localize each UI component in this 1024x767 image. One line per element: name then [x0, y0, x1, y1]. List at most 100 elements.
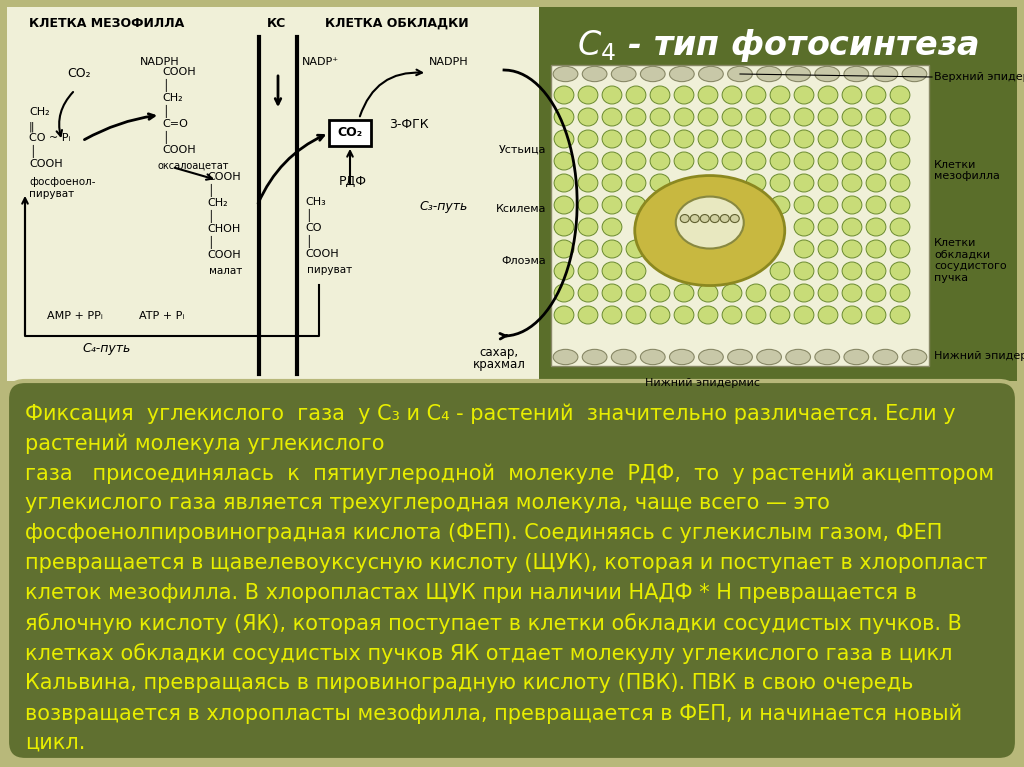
Ellipse shape	[553, 67, 578, 81]
Ellipse shape	[650, 306, 670, 324]
Text: Клетки
обкладки
сосудистого
пучка: Клетки обкладки сосудистого пучка	[934, 239, 1007, 283]
Ellipse shape	[770, 262, 790, 280]
Ellipse shape	[602, 152, 622, 170]
Text: Фиксация  углекислого  газа  у С₃ и С₄ - растений  значительно различается. Если: Фиксация углекислого газа у С₃ и С₄ - ра…	[25, 403, 955, 423]
Text: клеток мезофилла. В хлоропластах ЩУК при наличии НАДФ * Н превращается в: клеток мезофилла. В хлоропластах ЩУК при…	[25, 583, 916, 603]
Ellipse shape	[554, 284, 573, 302]
Ellipse shape	[794, 306, 814, 324]
Ellipse shape	[626, 284, 646, 302]
Text: КЛЕТКА ОБКЛАДКИ: КЛЕТКА ОБКЛАДКИ	[326, 17, 469, 30]
Ellipse shape	[818, 196, 838, 214]
Text: ‖: ‖	[29, 121, 35, 131]
Text: 3-ФГК: 3-ФГК	[389, 118, 429, 131]
Ellipse shape	[842, 218, 862, 236]
Ellipse shape	[842, 240, 862, 258]
Text: КЛЕТКА МЕЗОФИЛЛА: КЛЕТКА МЕЗОФИЛЛА	[30, 17, 184, 30]
Ellipse shape	[890, 240, 910, 258]
Ellipse shape	[579, 306, 598, 324]
Ellipse shape	[844, 349, 868, 364]
Text: │: │	[29, 145, 36, 158]
Ellipse shape	[698, 130, 718, 148]
Text: Флоэма: Флоэма	[502, 255, 546, 265]
Text: цикл.: цикл.	[25, 733, 85, 753]
Text: CO₂: CO₂	[68, 67, 91, 80]
Text: ATP + Pᵢ: ATP + Pᵢ	[139, 311, 184, 321]
Ellipse shape	[650, 284, 670, 302]
Ellipse shape	[730, 215, 739, 222]
Ellipse shape	[722, 306, 742, 324]
Ellipse shape	[626, 262, 646, 280]
Text: крахмал: крахмал	[472, 358, 525, 371]
Ellipse shape	[770, 306, 790, 324]
Text: сахар,: сахар,	[479, 346, 518, 359]
Ellipse shape	[842, 284, 862, 302]
Text: газа   присоединялась  к  пятиуглеродной  молекуле  РДФ,  то  у растений акцепто: газа присоединялась к пятиуглеродной мол…	[25, 463, 994, 483]
Text: │: │	[207, 236, 214, 249]
Text: NADPH: NADPH	[429, 57, 469, 67]
Ellipse shape	[890, 86, 910, 104]
Ellipse shape	[650, 152, 670, 170]
Ellipse shape	[890, 130, 910, 148]
Ellipse shape	[626, 86, 646, 104]
Ellipse shape	[698, 86, 718, 104]
Ellipse shape	[640, 349, 666, 364]
Ellipse shape	[650, 108, 670, 126]
Text: Устьица: Устьица	[499, 144, 546, 154]
Ellipse shape	[842, 262, 862, 280]
Text: C=O: C=O	[162, 119, 187, 129]
Ellipse shape	[746, 284, 766, 302]
Ellipse shape	[554, 86, 573, 104]
Bar	[329, 120, 371, 146]
Ellipse shape	[611, 67, 636, 81]
Ellipse shape	[890, 306, 910, 324]
Ellipse shape	[579, 218, 598, 236]
Text: Нижний эпидермис: Нижний эпидермис	[934, 351, 1024, 361]
Ellipse shape	[866, 130, 886, 148]
Ellipse shape	[746, 108, 766, 126]
Ellipse shape	[698, 152, 718, 170]
Ellipse shape	[818, 152, 838, 170]
Ellipse shape	[770, 108, 790, 126]
Ellipse shape	[842, 152, 862, 170]
Text: │: │	[162, 131, 169, 144]
Ellipse shape	[794, 262, 814, 280]
FancyBboxPatch shape	[7, 381, 1017, 760]
Ellipse shape	[890, 108, 910, 126]
Ellipse shape	[873, 67, 898, 81]
Ellipse shape	[866, 152, 886, 170]
Ellipse shape	[690, 215, 699, 222]
Ellipse shape	[698, 108, 718, 126]
Ellipse shape	[579, 174, 598, 192]
Ellipse shape	[794, 174, 814, 192]
Ellipse shape	[866, 174, 886, 192]
Ellipse shape	[866, 218, 886, 236]
Ellipse shape	[602, 86, 622, 104]
Text: пируват: пируват	[307, 265, 352, 275]
Ellipse shape	[785, 349, 811, 364]
Ellipse shape	[611, 349, 636, 364]
Ellipse shape	[757, 67, 781, 81]
Ellipse shape	[770, 196, 790, 214]
Ellipse shape	[818, 218, 838, 236]
Ellipse shape	[818, 240, 838, 258]
Ellipse shape	[842, 130, 862, 148]
Ellipse shape	[626, 306, 646, 324]
Text: CH₂: CH₂	[162, 93, 182, 103]
Ellipse shape	[818, 86, 838, 104]
Ellipse shape	[866, 262, 886, 280]
Ellipse shape	[579, 152, 598, 170]
Ellipse shape	[602, 108, 622, 126]
Text: CH₂: CH₂	[29, 107, 49, 117]
Ellipse shape	[602, 174, 622, 192]
Text: │: │	[305, 235, 311, 248]
Bar	[551, 65, 929, 366]
Text: NADP⁺: NADP⁺	[302, 57, 339, 67]
Ellipse shape	[602, 218, 622, 236]
Text: Нижний эпидермис: Нижний эпидермис	[645, 378, 760, 388]
Ellipse shape	[698, 284, 718, 302]
Ellipse shape	[579, 196, 598, 214]
Text: COOH: COOH	[162, 67, 196, 77]
Text: превращается в щавелевоуксусную кислоту (ЩУК), которая и поступает в хлоропласт: превращается в щавелевоуксусную кислоту …	[25, 553, 987, 573]
Ellipse shape	[722, 284, 742, 302]
Ellipse shape	[554, 306, 573, 324]
